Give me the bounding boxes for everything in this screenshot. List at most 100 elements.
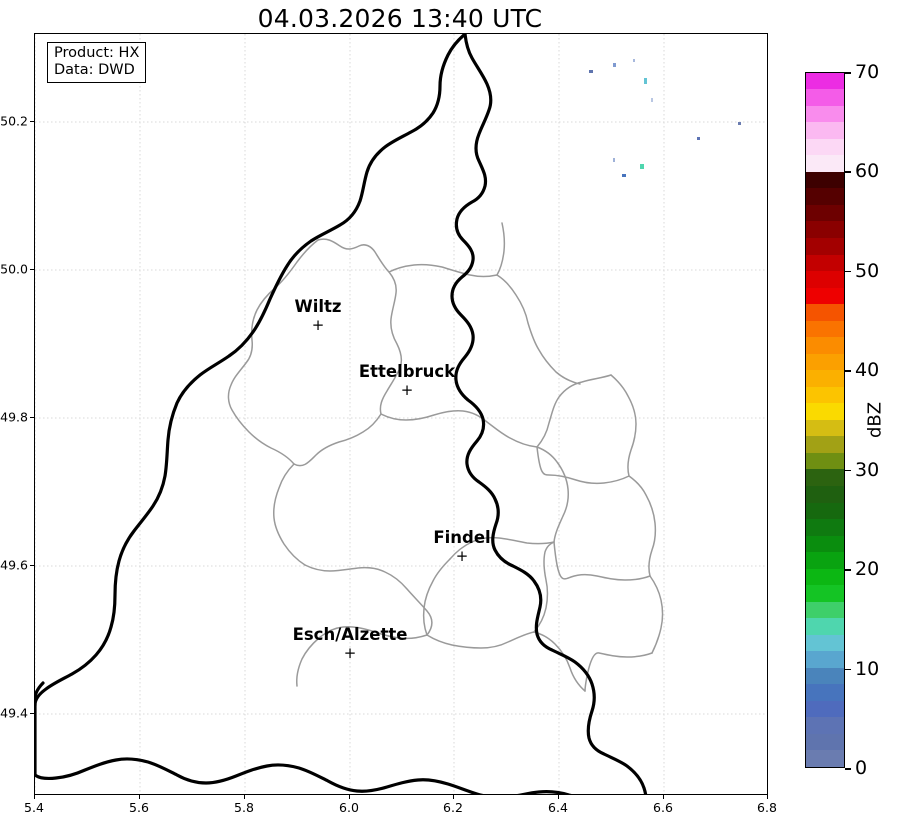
- city-name-esch-alzette: Esch/Alzette: [292, 625, 408, 644]
- colorbar-band-23: [806, 370, 844, 387]
- info-data-line: Data: DWD: [54, 62, 135, 79]
- x-tickmark: [139, 795, 141, 799]
- x-tick-label: 5.8: [234, 800, 254, 815]
- colorbar-tick-label: 30: [855, 458, 880, 481]
- info-product-line: Product: HX: [54, 45, 140, 61]
- colorbar-band-18: [806, 452, 844, 470]
- colorbar-band-29: [806, 271, 844, 288]
- radar-map-plot[interactable]: Product: HX Data: DWD Wiltz + Ettelbruck…: [34, 33, 768, 795]
- colorbar-band-14: [806, 519, 844, 536]
- colorbar-band-9: [806, 601, 844, 619]
- national-border: [35, 34, 648, 794]
- product-info-box: Product: HX Data: DWD: [47, 42, 147, 84]
- colorbar-band-13: [806, 535, 844, 553]
- colorbar-band-33: [806, 204, 844, 222]
- colorbar-tickmark: [845, 469, 851, 472]
- colorbar-band-34: [806, 188, 844, 205]
- colorbar-band-24: [806, 353, 844, 371]
- colorbar-band-28: [806, 287, 844, 305]
- colorbar-band-25: [806, 337, 844, 354]
- colorbar-tick-label: 0: [855, 757, 868, 779]
- city-marker-wiltz: +: [311, 315, 325, 334]
- district-boundaries: [227, 222, 664, 692]
- grid-lines: [35, 34, 767, 794]
- colorbar-tickmark: [845, 668, 851, 671]
- y-tick-label: 49.8: [0, 409, 28, 425]
- colorbar-band-5: [806, 667, 844, 685]
- colorbar-tick-label: 40: [855, 359, 880, 382]
- colorbar-tick-label: 10: [855, 657, 880, 680]
- x-tickmark: [453, 795, 455, 799]
- map-graphic: [35, 34, 767, 794]
- colorbar-band-16: [806, 485, 844, 503]
- y-tickmark: [30, 417, 34, 419]
- colorbar-band-0: [806, 750, 844, 767]
- colorbar-band-6: [806, 651, 844, 668]
- colorbar-tickmark: [845, 370, 851, 372]
- city-label-ettelbruck: Ettelbruck +: [358, 362, 456, 398]
- x-tick-label: 6.2: [443, 800, 463, 815]
- colorbar-band-40: [806, 89, 844, 106]
- x-tick-label: 5.6: [129, 800, 149, 815]
- colorbar-gradient: [805, 72, 845, 768]
- x-tickmark: [767, 795, 769, 799]
- colorbar-tickmark: [845, 72, 851, 74]
- y-tick-label: 50.2: [0, 113, 28, 129]
- colorbar-band-32: [806, 221, 844, 238]
- colorbar-band-17: [806, 469, 844, 486]
- page-title: 04.03.2026 13:40 UTC: [257, 4, 543, 33]
- y-tickmark: [30, 565, 34, 567]
- colorbar-band-22: [806, 386, 844, 404]
- colorbar[interactable]: 0 10 20 30 40 50 60 70: [805, 61, 879, 779]
- colorbar-tickmark: [845, 270, 851, 273]
- city-marker-esch-alzette: +: [343, 643, 357, 662]
- y-tickmark: [30, 269, 34, 271]
- colorbar-tickmark: [845, 569, 851, 571]
- y-tickmark: [30, 713, 34, 715]
- city-name-ettelbruck: Ettelbruck: [358, 362, 456, 381]
- colorbar-tick-label: 60: [855, 160, 880, 183]
- colorbar-band-8: [806, 618, 844, 635]
- radar-echoes: [589, 59, 741, 177]
- city-label-esch-alzette: Esch/Alzette +: [292, 625, 408, 662]
- colorbar-band-20: [806, 419, 844, 437]
- colorbar-band-11: [806, 568, 844, 586]
- colorbar-band-12: [806, 552, 844, 569]
- colorbar-band-7: [806, 634, 844, 652]
- x-tick-label: 6.0: [339, 800, 359, 815]
- x-tickmark: [558, 795, 560, 799]
- colorbar-band-36: [806, 155, 844, 172]
- colorbar-tick-label: 50: [855, 259, 880, 282]
- x-tickmark: [663, 795, 665, 799]
- colorbar-band-31: [806, 238, 844, 255]
- colorbar-band-30: [806, 254, 844, 272]
- x-tickmark: [349, 795, 351, 799]
- colorbar-band-38: [806, 122, 844, 139]
- x-tickmark: [244, 795, 246, 799]
- colorbar-band-21: [806, 403, 844, 420]
- colorbar-band-41: [806, 72, 844, 90]
- city-marker-findel: +: [455, 546, 469, 565]
- colorbar-band-19: [806, 436, 844, 453]
- colorbar-tickmark: [845, 171, 851, 174]
- colorbar-band-10: [806, 585, 844, 602]
- x-tick-label: 6.4: [548, 800, 568, 815]
- colorbar-band-3: [806, 700, 844, 718]
- colorbar-band-35: [806, 171, 844, 189]
- y-tick-label: 50.0: [0, 261, 28, 277]
- colorbar-band-4: [806, 684, 844, 701]
- colorbar-band-27: [806, 304, 844, 321]
- y-tick-label: 49.4: [0, 705, 28, 721]
- colorbar-tick-label: 20: [855, 558, 880, 581]
- city-label-wiltz: Wiltz +: [294, 298, 341, 334]
- colorbar-axis-label: dBZ: [864, 401, 886, 439]
- colorbar-band-39: [806, 105, 844, 123]
- city-label-findel: Findel +: [433, 528, 491, 565]
- x-tick-label: 5.4: [24, 800, 44, 815]
- colorbar-band-1: [806, 733, 844, 751]
- colorbar-tickmark: [845, 768, 851, 770]
- city-name-findel: Findel: [433, 528, 491, 547]
- y-tick-label: 49.6: [0, 557, 28, 573]
- x-tickmark: [34, 795, 36, 799]
- x-tick-label: 6.6: [653, 800, 673, 815]
